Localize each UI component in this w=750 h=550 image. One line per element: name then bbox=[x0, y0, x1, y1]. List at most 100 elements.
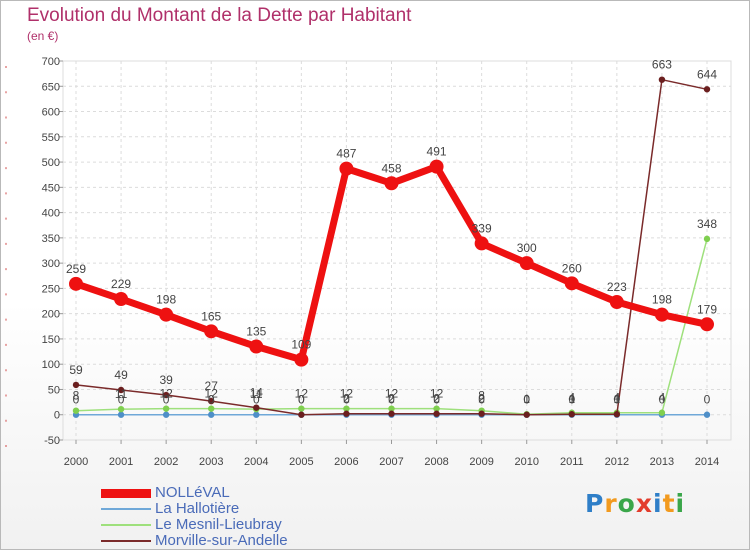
chart-subtitle: (en €) bbox=[27, 29, 59, 43]
data-label: 12 bbox=[295, 387, 309, 401]
data-point bbox=[388, 410, 395, 417]
data-label: 487 bbox=[336, 147, 356, 161]
legend-swatch bbox=[101, 488, 151, 498]
data-label: 0 bbox=[523, 393, 530, 407]
data-label: 0 bbox=[704, 393, 711, 407]
legend-swatch bbox=[101, 540, 151, 542]
data-point bbox=[69, 276, 83, 291]
data-label: 179 bbox=[697, 302, 717, 316]
legend-label: Le Mesnil-Lieubray bbox=[155, 516, 282, 533]
data-point bbox=[568, 411, 575, 418]
legend-label: Morville-sur-Andelle bbox=[155, 532, 288, 549]
data-point bbox=[117, 386, 125, 394]
data-point bbox=[253, 404, 260, 411]
y-tick-label: 650 bbox=[42, 81, 60, 93]
data-point bbox=[204, 324, 219, 339]
data-label: 663 bbox=[652, 58, 672, 72]
y-tick-label: 500 bbox=[42, 157, 60, 169]
logo-letter: i bbox=[675, 489, 686, 518]
data-point bbox=[208, 397, 215, 405]
data-point bbox=[384, 176, 399, 191]
x-tick-label: 2001 bbox=[109, 456, 133, 468]
y-tick-label: -50 bbox=[44, 435, 60, 447]
y-tick-label: 600 bbox=[42, 107, 60, 119]
data-point bbox=[249, 339, 264, 354]
data-label: 27 bbox=[205, 379, 219, 393]
data-label: 1 bbox=[614, 392, 621, 406]
data-label: 135 bbox=[246, 325, 266, 339]
x-tick-label: 2002 bbox=[154, 456, 178, 468]
data-point bbox=[117, 411, 125, 418]
legend-item: La Hallotière bbox=[101, 501, 288, 517]
data-point bbox=[294, 352, 309, 367]
data-label: 0 bbox=[118, 393, 125, 407]
data-label: 12 bbox=[385, 387, 399, 401]
data-label: 4 bbox=[614, 391, 621, 405]
data-point bbox=[519, 256, 534, 271]
logo-letter: i bbox=[653, 489, 663, 518]
y-tick-label: 550 bbox=[42, 132, 60, 144]
legend-label: La Hallotière bbox=[155, 500, 240, 517]
data-label: 198 bbox=[652, 293, 672, 307]
data-point bbox=[703, 86, 711, 93]
data-point bbox=[700, 317, 714, 332]
data-label: 14 bbox=[250, 386, 264, 400]
data-point bbox=[429, 159, 444, 174]
legend-item: Morville-sur-Andelle bbox=[101, 533, 288, 549]
data-label: 12 bbox=[430, 387, 444, 401]
data-label: 11 bbox=[115, 387, 128, 401]
data-label: 0 bbox=[659, 393, 666, 407]
data-label: 59 bbox=[69, 363, 83, 377]
data-label: 0 bbox=[614, 393, 621, 407]
data-point bbox=[298, 405, 305, 412]
data-point bbox=[478, 410, 485, 417]
data-label: 39 bbox=[159, 373, 173, 387]
x-tick-label: 2000 bbox=[64, 456, 88, 468]
data-label: 0 bbox=[343, 393, 350, 407]
x-tick-label: 2005 bbox=[289, 456, 313, 468]
data-point bbox=[658, 76, 666, 83]
legend-item: Le Mesnil-Lieubray bbox=[101, 517, 288, 533]
data-label: 11 bbox=[250, 387, 263, 401]
data-point bbox=[253, 411, 260, 418]
x-tick-label: 2013 bbox=[650, 456, 674, 468]
x-tick-label: 2004 bbox=[244, 456, 268, 468]
y-tick-label: 100 bbox=[42, 359, 60, 371]
data-label: 259 bbox=[66, 262, 86, 276]
data-label: 0 bbox=[568, 393, 575, 407]
data-label: 2 bbox=[388, 392, 395, 406]
logo-letter: r bbox=[604, 489, 618, 518]
data-label: 0 bbox=[388, 393, 395, 407]
x-tick-label: 2014 bbox=[695, 456, 719, 468]
data-label: 0 bbox=[433, 393, 440, 407]
data-point bbox=[703, 411, 711, 418]
logo-letter: x bbox=[635, 489, 653, 518]
x-tick-label: 2006 bbox=[334, 456, 358, 468]
y-tick-label: 700 bbox=[42, 56, 60, 68]
y-tick-label: 450 bbox=[42, 182, 60, 194]
data-point bbox=[564, 276, 579, 291]
x-tick-label: 2009 bbox=[469, 456, 493, 468]
data-label: 1 bbox=[523, 392, 530, 406]
data-point bbox=[72, 381, 80, 389]
data-point bbox=[162, 405, 170, 412]
data-point bbox=[162, 411, 170, 418]
data-point bbox=[72, 407, 80, 414]
logo-letter: o bbox=[617, 489, 636, 518]
data-label: 0 bbox=[523, 393, 530, 407]
x-tick-label: 2003 bbox=[199, 456, 223, 468]
data-point bbox=[654, 307, 669, 322]
data-label: 2 bbox=[433, 392, 440, 406]
x-tick-label: 2010 bbox=[514, 456, 538, 468]
data-point bbox=[609, 295, 624, 310]
y-tick-label: 300 bbox=[42, 258, 60, 270]
chart-title: Evolution du Montant de la Dette par Hab… bbox=[27, 5, 412, 26]
data-point bbox=[343, 410, 350, 417]
data-label: 8 bbox=[478, 389, 485, 403]
data-point bbox=[339, 161, 354, 176]
data-point bbox=[208, 411, 215, 418]
proxiti-logo: Proxiti bbox=[585, 489, 685, 518]
data-point bbox=[658, 409, 666, 416]
data-label: 4 bbox=[659, 391, 666, 405]
